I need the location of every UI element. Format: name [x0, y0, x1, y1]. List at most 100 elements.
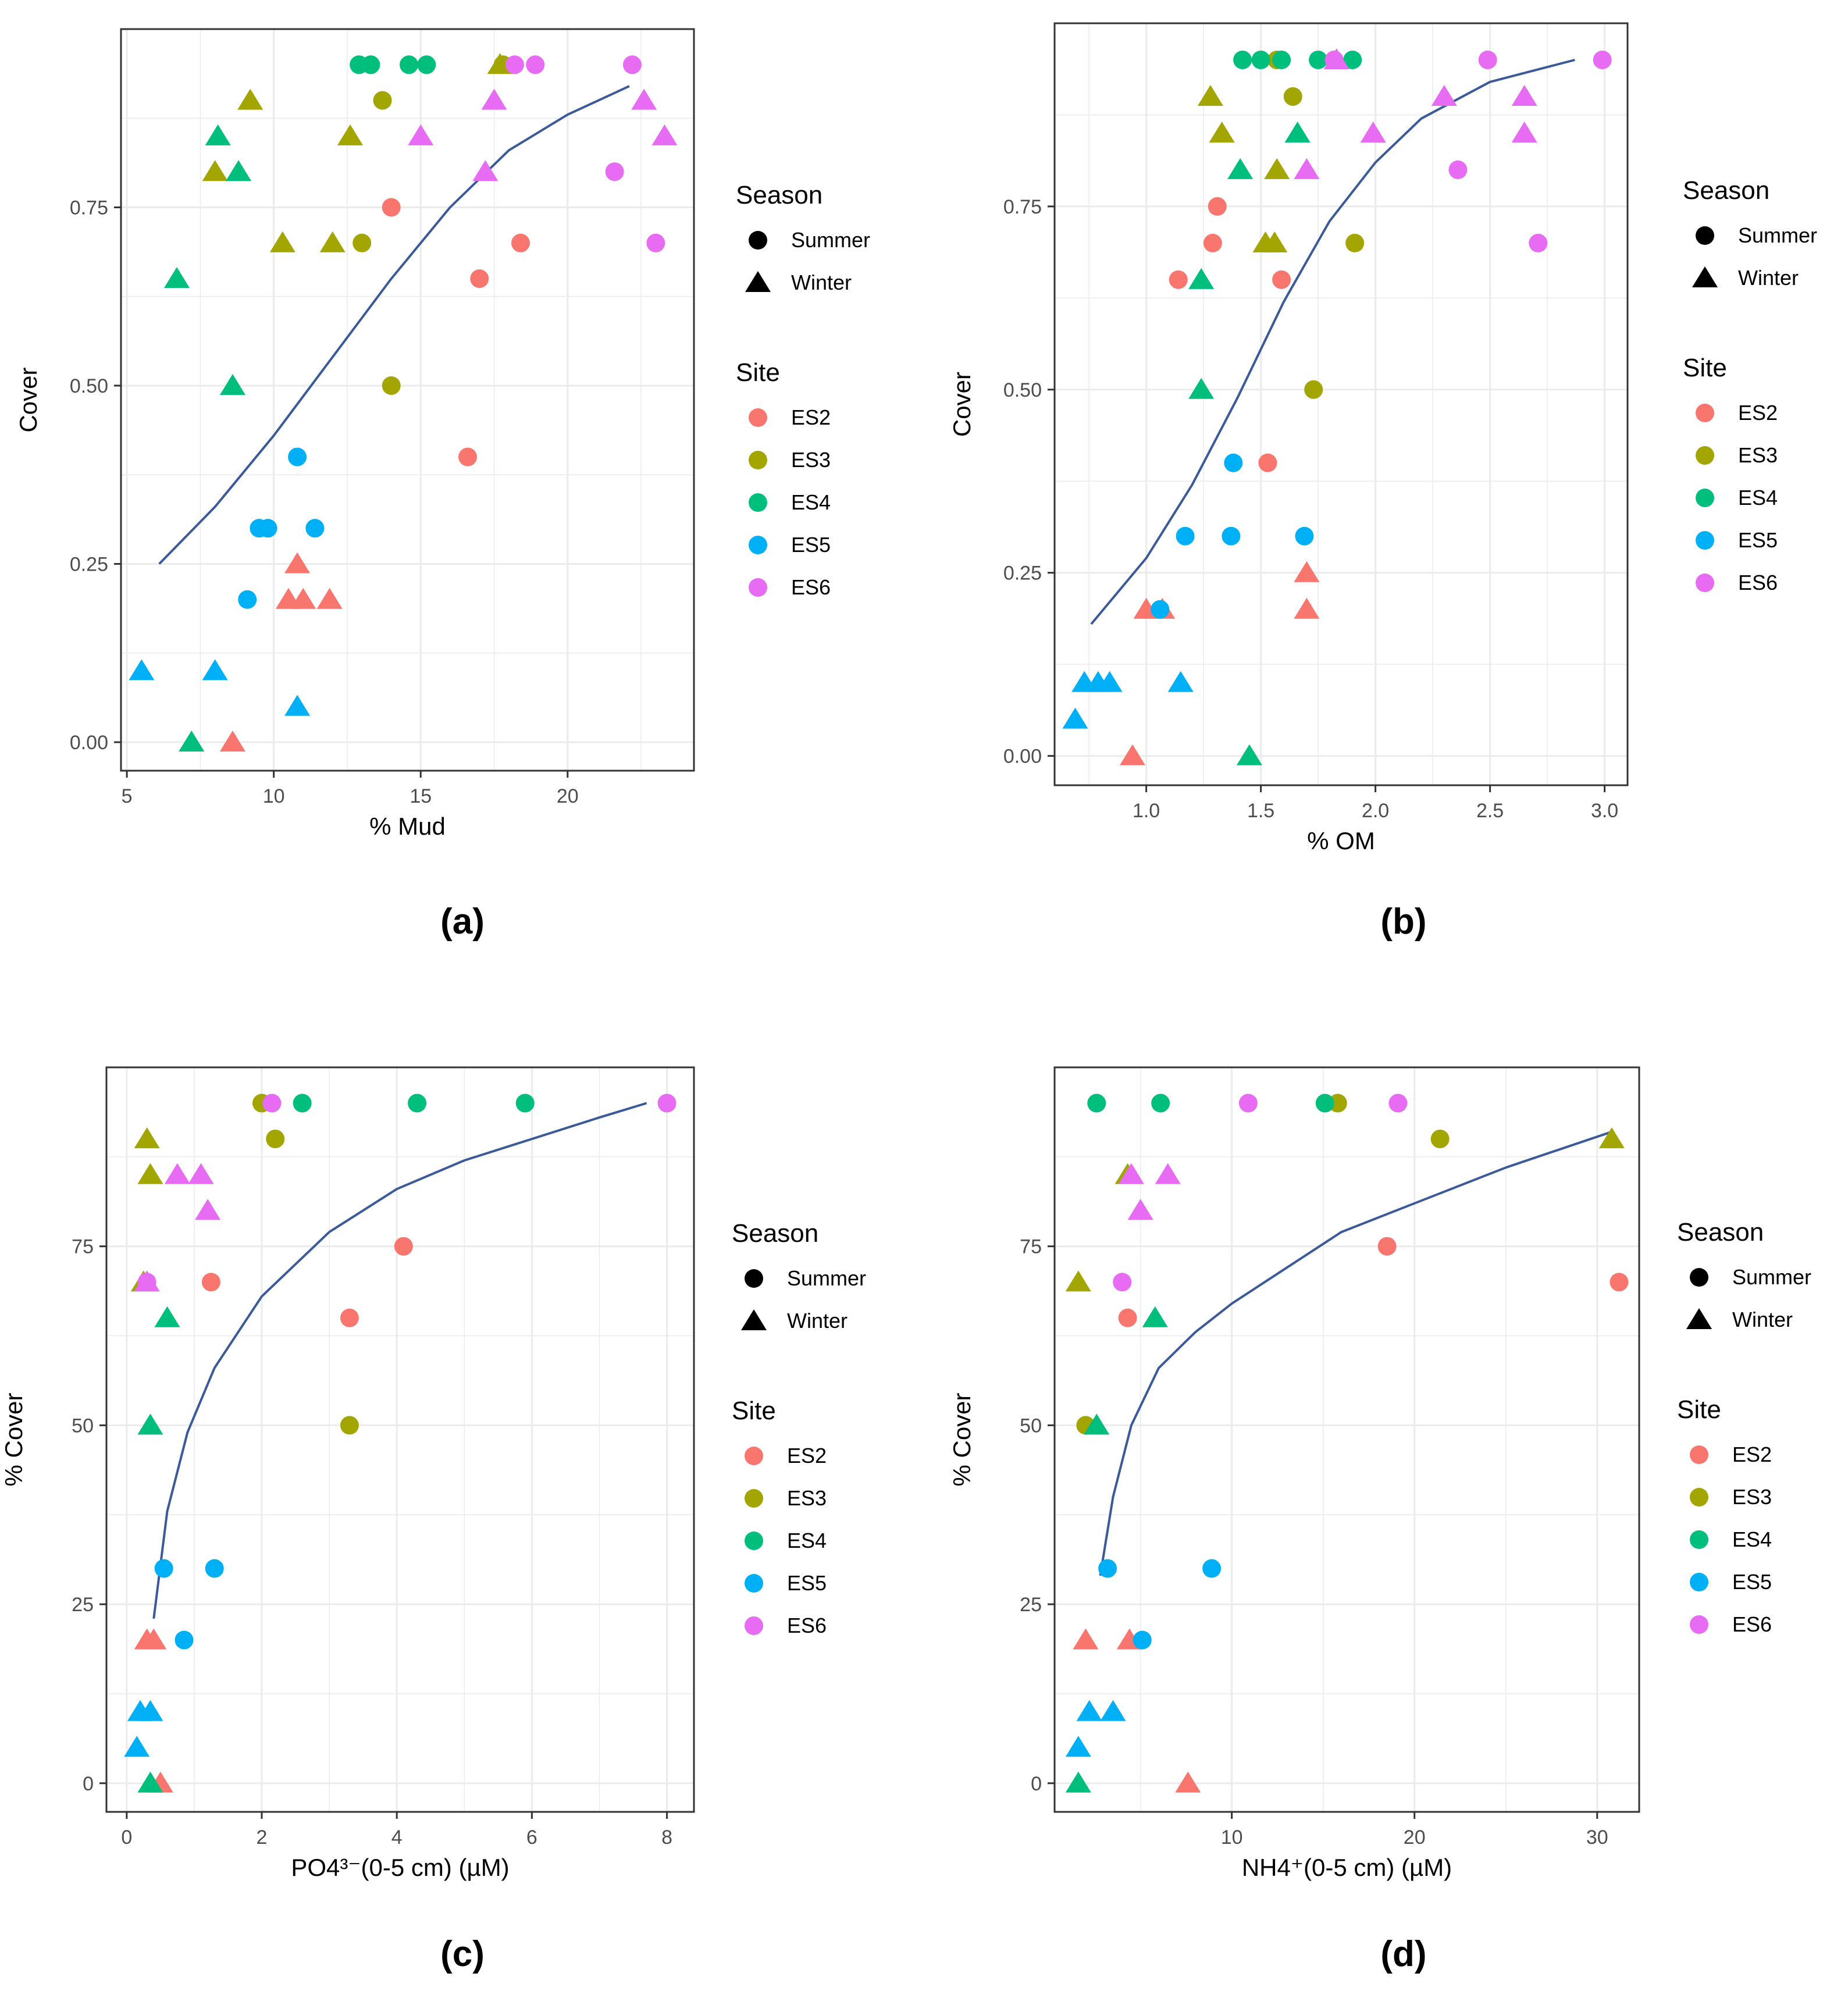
point-es6-summer: [1478, 50, 1497, 69]
panel-b: 1.0 1.5 2.0 2.5 3.0 0.00 0.25 0.50 0.75 % OM Cover…: [948, 22, 1817, 942]
y-axis-title: % Cover: [0, 1392, 27, 1486]
point-es4-summer: [1233, 50, 1252, 69]
point-es3-summer: [373, 91, 392, 110]
y-tick-label: 0.75: [1003, 196, 1042, 218]
legend: Season Summer Winter Site ES2 ES3 ES4 ES5 ES6: [1683, 176, 1817, 594]
point-es6-winter: [481, 88, 507, 110]
legend-key-es5: [749, 536, 767, 554]
point-es5-summer: [258, 519, 277, 538]
point-es5-winter: [1076, 1700, 1102, 1721]
panel-label: (b): [1380, 902, 1426, 942]
point-es6-winter: [195, 1199, 221, 1220]
point-es2-winter: [141, 1628, 167, 1650]
point-es3-winter: [1264, 158, 1290, 179]
point-es5-summer: [1202, 1559, 1222, 1578]
x-axis-title: PO4³⁻(0-5 cm) (µM): [291, 1854, 509, 1881]
x-tick-label: 6: [526, 1826, 537, 1849]
x-tick-label: 2: [257, 1826, 268, 1849]
point-es2-winter: [1119, 744, 1145, 765]
point-es2-summer: [1610, 1273, 1629, 1292]
point-es5-summer: [288, 447, 307, 466]
legend-site-label: ES4: [1738, 486, 1778, 510]
panel-label: (a): [440, 902, 485, 942]
point-es3-summer: [1345, 233, 1365, 252]
legend-site-label: ES2: [791, 405, 831, 429]
legend-season-label: Winter: [1738, 266, 1799, 290]
legend-site-label: ES3: [787, 1486, 827, 1510]
legend-season-label: Winter: [1732, 1308, 1793, 1331]
point-es4-summer: [1087, 1094, 1106, 1113]
gridlines: [106, 1067, 694, 1812]
point-es3-winter: [202, 160, 228, 181]
legend-key-es3: [1696, 446, 1714, 465]
point-es2-summer: [1208, 197, 1227, 216]
point-es2-summer: [394, 1237, 413, 1256]
point-es2-summer: [1118, 1308, 1137, 1327]
point-es4-summer: [408, 1094, 427, 1113]
point-es5-winter: [1065, 1736, 1091, 1757]
point-es5-winter: [1062, 707, 1088, 729]
point-es6-winter: [1155, 1163, 1181, 1184]
point-es3-summer: [1283, 87, 1302, 106]
legend-key-es3: [1690, 1488, 1708, 1506]
x-tick-label: 10: [263, 785, 285, 807]
legend-site-label: ES2: [1732, 1443, 1772, 1466]
point-es4-winter: [137, 1771, 163, 1793]
point-es5-summer: [305, 519, 325, 538]
legend-site-label: ES5: [1738, 528, 1778, 552]
y-axis-title: % Cover: [948, 1392, 975, 1486]
legend-season-title: Season: [1677, 1218, 1764, 1246]
x-tick-label: 5: [122, 785, 133, 807]
point-es3-winter: [337, 124, 363, 145]
point-es5-summer: [1133, 1630, 1152, 1650]
plot-background: [1055, 1067, 1639, 1812]
y-axis-title: Cover: [15, 367, 42, 432]
point-es5-winter: [284, 695, 311, 716]
point-es3-winter: [134, 1127, 160, 1149]
point-es6-winter: [1294, 158, 1320, 179]
point-es2-summer: [511, 233, 530, 252]
point-es5-summer: [1098, 1559, 1117, 1578]
legend-site-label: ES5: [1732, 1570, 1772, 1594]
legend-site-label: ES5: [787, 1571, 827, 1595]
point-es6-summer: [1593, 50, 1612, 69]
legend-key-summer-circle: [749, 231, 767, 250]
point-es4-winter: [163, 267, 190, 289]
point-es3-winter: [1209, 121, 1235, 143]
y-tick-label: 75: [72, 1236, 94, 1258]
plot-background: [106, 1067, 694, 1812]
x-axis-title: NH4⁺(0-5 cm) (µM): [1242, 1854, 1452, 1881]
legend-season-title: Season: [1683, 176, 1769, 205]
legend: Season Summer Winter Site ES2 ES3 ES4 ES5 ES6: [732, 1219, 866, 1637]
x-tick-label: 15: [410, 785, 432, 807]
panel-a: 5 10 15 200.000.250.500.75% MudCoverSeasonS…: [15, 28, 870, 942]
point-es2-winter: [290, 587, 316, 609]
y-tick-label: 0: [1031, 1773, 1042, 1795]
legend-site-label: ES3: [1732, 1485, 1772, 1509]
point-es5-winter: [1100, 1700, 1126, 1721]
point-es6-winter: [188, 1163, 214, 1184]
point-es2-summer: [340, 1308, 359, 1327]
point-es6-winter: [651, 124, 678, 145]
panel-label: (c): [440, 1934, 485, 1974]
point-es3-winter: [137, 1163, 163, 1184]
gridlines: [121, 29, 694, 771]
legend-key-es3: [749, 451, 767, 469]
point-es3-summer: [340, 1416, 359, 1435]
panel-border: [1053, 22, 1629, 786]
point-es4-winter: [1284, 121, 1311, 143]
legend-season-label: Summer: [787, 1266, 866, 1290]
point-es6-winter: [631, 88, 657, 110]
legend-key-winter-triangle: [1692, 266, 1718, 287]
point-es6-winter: [1431, 84, 1457, 106]
point-es5-winter: [202, 659, 228, 681]
point-es3-winter: [269, 231, 295, 252]
point-es2-summer: [1272, 270, 1291, 289]
point-es4-winter: [1236, 744, 1262, 765]
x-tick-label: 2.0: [1362, 800, 1389, 822]
legend-site-label: ES4: [1732, 1527, 1772, 1551]
point-es4-summer: [1315, 1094, 1334, 1113]
point-es2-summer: [1169, 270, 1188, 289]
legend-season-title: Season: [736, 181, 822, 209]
point-es4-summer: [1151, 1094, 1170, 1113]
